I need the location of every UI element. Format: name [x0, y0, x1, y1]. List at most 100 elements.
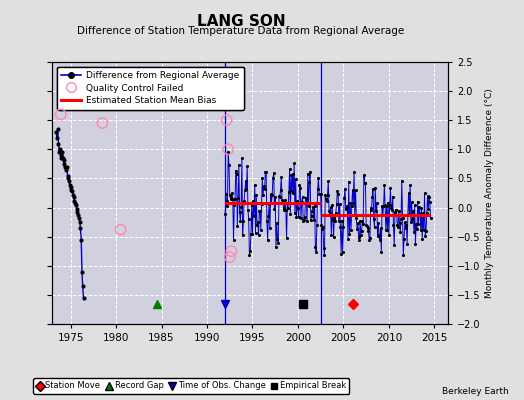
Point: [233, 223, 242, 230]
Point: [285, 188, 293, 195]
Point: [260, 186, 269, 192]
Point: [264, 237, 272, 243]
Point: [363, 222, 371, 229]
Point: [225, 192, 234, 198]
Point: [291, 176, 300, 182]
Point: [335, 200, 344, 207]
Point: [276, 187, 285, 194]
Point: [310, 217, 318, 223]
Point: [330, 234, 338, 240]
Point: [267, 191, 275, 198]
Point: [255, 208, 264, 214]
Point: [291, 210, 299, 216]
Point: [274, 240, 282, 246]
Point: [78, 268, 86, 275]
Point: [399, 252, 408, 258]
Point: [228, 190, 236, 196]
Point: [344, 236, 352, 242]
Point: [227, 194, 235, 200]
Point: [337, 250, 345, 257]
Point: [248, 231, 257, 237]
Point: [405, 190, 413, 196]
Point: [359, 220, 367, 227]
Point: [352, 215, 361, 222]
Point: [69, 194, 78, 200]
Point: [245, 252, 254, 258]
Point: [370, 224, 379, 230]
Point: [381, 227, 390, 233]
Point: [223, 198, 232, 204]
Point: [264, 213, 272, 219]
Point: [351, 212, 359, 218]
Point: [275, 193, 283, 199]
Text: LANG SON: LANG SON: [196, 14, 286, 29]
Point: [402, 222, 410, 228]
Point: [396, 229, 405, 236]
Point: [378, 203, 386, 210]
Point: [387, 205, 396, 211]
Point: [368, 194, 376, 200]
Point: [223, 117, 231, 124]
Point: [389, 222, 398, 228]
Point: [300, 217, 308, 223]
Point: [230, 202, 238, 208]
Point: [279, 197, 287, 204]
Point: [258, 175, 267, 181]
Point: [342, 206, 351, 212]
Point: [373, 200, 381, 207]
Point: [376, 237, 384, 244]
Point: [282, 235, 291, 241]
Point: [304, 202, 313, 209]
Point: [256, 208, 264, 214]
Point: [341, 185, 349, 192]
Point: [328, 202, 336, 208]
Point: [415, 203, 423, 210]
Point: [414, 220, 423, 227]
Point: [336, 224, 345, 230]
Point: [313, 222, 321, 228]
Point: [269, 175, 277, 182]
Point: [293, 198, 301, 204]
Point: [375, 232, 383, 239]
Point: [413, 198, 422, 205]
Point: [323, 192, 332, 198]
Point: [272, 220, 281, 226]
Point: [62, 166, 70, 173]
Point: [267, 200, 276, 206]
Point: [364, 225, 372, 232]
Point: [395, 220, 403, 226]
Point: [79, 294, 88, 301]
Point: [366, 235, 374, 241]
Point: [235, 162, 243, 169]
Point: [353, 226, 361, 232]
Point: [310, 202, 319, 209]
Point: [316, 190, 324, 197]
Point: [239, 218, 247, 224]
Point: [403, 240, 411, 247]
Point: [294, 214, 303, 220]
Point: [225, 162, 233, 168]
Point: [420, 190, 429, 196]
Point: [245, 216, 253, 222]
Point: [313, 186, 322, 192]
Point: [225, 254, 234, 260]
Point: [366, 204, 375, 211]
Point: [71, 200, 79, 206]
Point: [326, 204, 335, 210]
Point: [60, 161, 68, 167]
Point: [361, 179, 369, 186]
Point: [74, 211, 82, 218]
Point: [253, 222, 261, 228]
Point: [335, 218, 343, 224]
Point: [298, 194, 307, 200]
Point: [355, 237, 364, 243]
Point: [243, 163, 252, 169]
Point: [367, 207, 376, 214]
Point: [322, 196, 330, 202]
Point: [252, 192, 260, 198]
Point: [398, 178, 406, 184]
Point: [240, 198, 248, 204]
Point: [252, 230, 260, 236]
Point: [318, 225, 326, 232]
Point: [358, 218, 367, 224]
